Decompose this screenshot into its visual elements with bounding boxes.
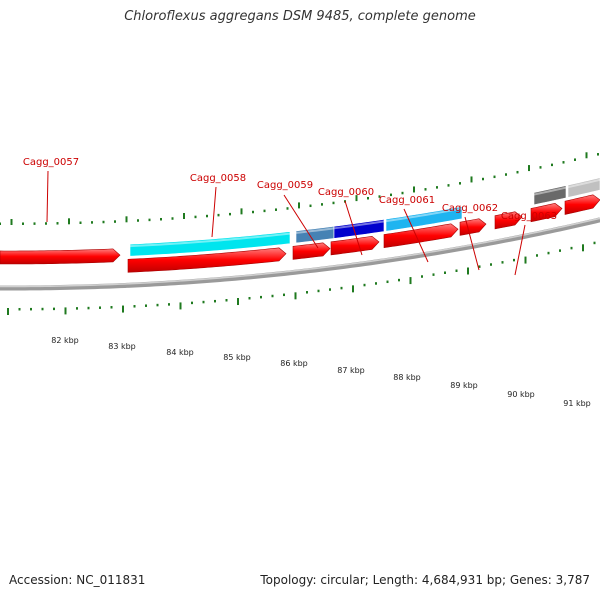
kbp-label: 84 kbp	[166, 348, 194, 357]
feature-highlight	[533, 186, 567, 196]
feature-block	[533, 185, 567, 206]
gene-label: Cagg_0061	[379, 195, 435, 206]
gene-arrow-cagg-0057	[0, 248, 121, 265]
backbone-line	[0, 217, 600, 291]
accession-text: Accession: NC_011831	[9, 573, 146, 587]
feature-block	[567, 177, 600, 198]
genome-title: Chloroflexus aggregans DSM 9485, complet…	[124, 9, 476, 24]
cds-arrow	[530, 203, 563, 223]
label-leader-line	[464, 216, 480, 271]
gene-labels: Cagg_0057 Cagg_0058 Cagg_0059 Cagg_0060 Cagg…	[23, 157, 557, 276]
genome-backbone	[0, 217, 600, 291]
label-leader-line	[211, 186, 217, 238]
kbp-label: 89 kbp	[450, 381, 478, 390]
feature-block	[385, 206, 463, 232]
kbp-label: 88 kbp	[393, 373, 421, 382]
cds-arrow	[330, 235, 380, 256]
label-leader-line	[283, 194, 319, 249]
kbp-label: 87 kbp	[337, 366, 365, 375]
feature-highlight	[295, 227, 335, 234]
kbp-label: 83 kbp	[108, 342, 136, 351]
cds-arrow	[459, 218, 487, 236]
feature-highlight	[385, 207, 463, 223]
gene-label: Cagg_0062	[442, 203, 498, 214]
gene-label: Cagg_0057	[23, 157, 79, 168]
kbp-label: 90 kbp	[507, 390, 535, 399]
gene-label: Cagg_0059	[257, 180, 313, 191]
kbp-scale-labels: 82 kbp 83 kbp 84 kbp 85 kbp 86 kbp 87 kbp 88 k…	[51, 336, 591, 408]
backbone-highlight	[0, 217, 600, 288]
gene-label: Cagg_0063	[501, 211, 557, 222]
cds-arrow	[383, 223, 459, 249]
gene-features	[0, 177, 600, 273]
kbp-label: 82 kbp	[51, 336, 79, 345]
gene-label: Cagg_0058	[190, 173, 246, 184]
feature-highlight	[567, 178, 600, 189]
genome-summary-text: Topology: circular; Length: 4,684,931 bp…	[260, 573, 590, 587]
kbp-label: 85 kbp	[223, 353, 251, 362]
cds-arrow	[292, 242, 331, 260]
feature-highlight	[129, 232, 291, 248]
label-leader-line	[514, 224, 526, 276]
label-leader-line	[46, 170, 49, 223]
label-leader-line	[403, 208, 429, 263]
cds-arrow	[564, 194, 600, 215]
tick-marks	[0, 152, 599, 315]
cds-arrow	[127, 247, 287, 273]
kbp-label: 86 kbp	[280, 359, 308, 368]
feature-block	[129, 231, 291, 257]
label-leader-line	[344, 200, 363, 256]
kbp-label: 91 kbp	[563, 399, 591, 408]
gene-label: Cagg_0060	[318, 187, 374, 198]
feature-highlight	[333, 220, 385, 230]
cds-arrow	[494, 211, 523, 230]
